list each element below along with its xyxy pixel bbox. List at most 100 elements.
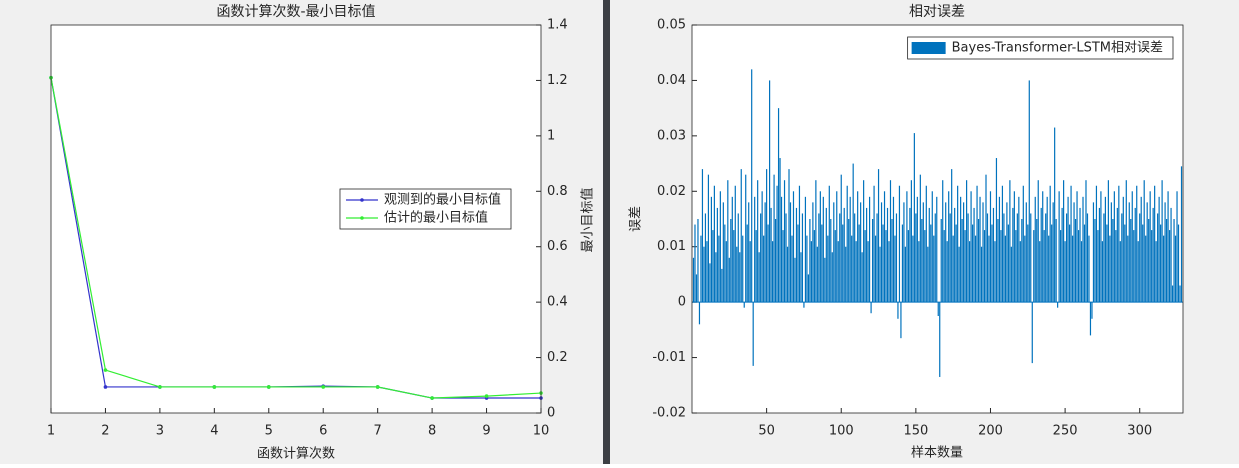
bar [774, 219, 777, 303]
bar [725, 241, 727, 303]
bar [1048, 235, 1050, 303]
bar [1179, 285, 1181, 303]
bar [719, 191, 721, 303]
bar [1040, 207, 1042, 303]
bar [1080, 241, 1083, 303]
bar [980, 246, 983, 303]
bar [1161, 180, 1163, 303]
bar [871, 219, 874, 303]
point [321, 385, 326, 389]
bar [912, 235, 914, 303]
bar [1107, 180, 1109, 303]
bar [831, 252, 833, 303]
bar [746, 224, 748, 303]
bar [1042, 191, 1044, 303]
bar [891, 219, 893, 303]
bar [845, 246, 847, 303]
bar [976, 185, 978, 303]
bar [728, 257, 730, 303]
chart-title: 函数计算次数-最小目标值 [216, 4, 375, 20]
bar [934, 213, 936, 303]
bar [736, 246, 738, 303]
bar [1157, 213, 1159, 303]
bar [727, 180, 729, 303]
bar [1112, 219, 1114, 303]
bar [1033, 230, 1035, 303]
bar [1094, 219, 1096, 303]
bar [1045, 213, 1047, 303]
bar [1000, 230, 1002, 303]
bar [1012, 207, 1014, 303]
bar [1113, 191, 1115, 303]
legend-swatch [911, 42, 946, 54]
x-tick-label: 150 [903, 424, 928, 439]
bar [951, 169, 953, 303]
x-tick-label: 7 [374, 424, 382, 439]
bar [843, 207, 845, 303]
bar [874, 235, 877, 303]
bar [967, 213, 969, 303]
bar [1110, 202, 1112, 303]
bar [870, 302, 872, 314]
bar [1145, 235, 1147, 303]
y-tick-label: 0.03 [657, 128, 686, 143]
bar [821, 224, 823, 303]
bar [892, 196, 895, 303]
bar [936, 196, 938, 303]
bar [1160, 224, 1162, 303]
x-tick-label: 50 [758, 424, 775, 439]
x-tick-label: 5 [265, 424, 273, 439]
bar [1030, 213, 1032, 303]
bar [818, 213, 820, 303]
bar [1003, 213, 1005, 303]
bar [789, 202, 792, 303]
bar [985, 174, 987, 303]
bar [815, 180, 817, 303]
bar [1070, 185, 1072, 303]
bar [973, 207, 975, 303]
bar [1177, 224, 1180, 303]
bar [1118, 185, 1120, 303]
bar [1115, 230, 1117, 303]
bar [1174, 235, 1177, 303]
bar [1077, 230, 1080, 303]
legend-label: 观测到的最小目标值 [384, 192, 501, 208]
y-tick-label: 0.01 [657, 239, 686, 254]
bar [958, 246, 960, 303]
bar [1143, 180, 1145, 303]
bar [701, 169, 704, 303]
bar [776, 185, 778, 303]
bar [1109, 235, 1111, 303]
bar [998, 196, 1001, 303]
bar [901, 224, 904, 303]
legend: Bayes-Transformer-LSTM相对误差 [907, 36, 1174, 60]
y-axis-label: 误差 [629, 206, 644, 232]
bar [707, 174, 710, 303]
x-tick-label: 4 [210, 424, 218, 439]
bar [949, 213, 951, 303]
point [430, 396, 434, 400]
bar [1168, 230, 1171, 303]
bar [974, 235, 977, 303]
bar [1124, 224, 1126, 303]
bar [1027, 224, 1029, 303]
bar [986, 213, 989, 303]
bar [1039, 241, 1041, 303]
bar [840, 174, 842, 303]
bar [952, 235, 954, 303]
bar [1049, 185, 1051, 303]
x-tick-label: 1 [47, 424, 55, 439]
bar [1051, 224, 1053, 303]
bar [1037, 180, 1039, 303]
bar [907, 230, 909, 303]
point [484, 394, 489, 398]
x-axis-label: 样本数量 [911, 446, 963, 461]
bar [1006, 202, 1008, 303]
y-tick-label: 0.05 [657, 18, 686, 33]
bar [928, 207, 930, 303]
y-tick-label: 0.2 [547, 350, 568, 365]
bar [961, 219, 963, 303]
bar [963, 202, 965, 303]
bar [833, 202, 835, 303]
